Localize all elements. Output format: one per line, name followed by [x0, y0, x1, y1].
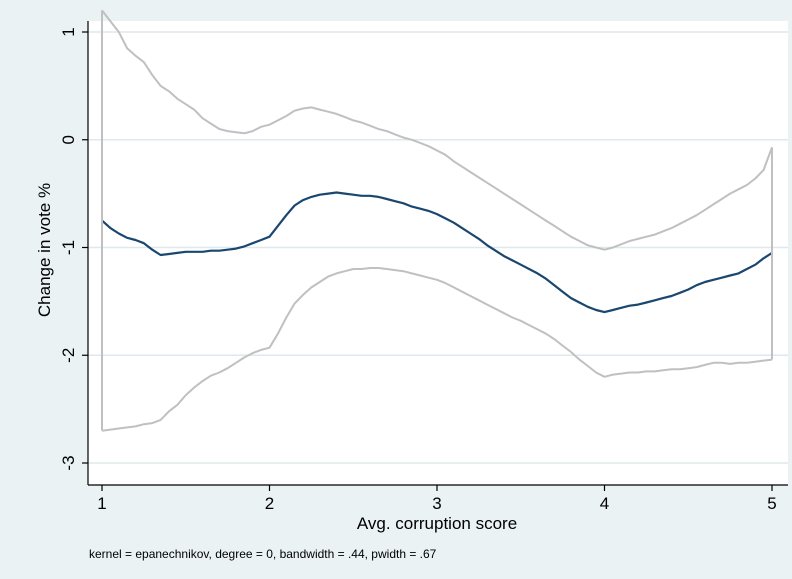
y-tick-label: 0 [59, 135, 78, 144]
y-axis-label: Change in vote % [35, 183, 54, 317]
ticks-layer: 1 2 3 4 5 1 0 -1 -2 -3 [59, 27, 777, 513]
y-tick-label: -1 [59, 240, 78, 255]
series-layer [101, 9, 773, 432]
chart-note: kernel = epanechnikov, degree = 0, bandw… [89, 547, 437, 561]
x-tick-label: 3 [432, 494, 441, 513]
x-tick-label: 2 [265, 494, 274, 513]
lower-ci-line [101, 267, 773, 432]
grid-layer [88, 31, 788, 464]
x-axis-label: Avg. corruption score [357, 514, 517, 533]
upper-ci-line [101, 9, 773, 251]
x-tick-label: 4 [600, 494, 609, 513]
y-tick-label: -2 [59, 348, 78, 363]
x-tick-label: 1 [97, 494, 106, 513]
plot-area [88, 21, 788, 485]
fitted-line [101, 191, 773, 314]
y-tick-label: -3 [59, 455, 78, 470]
axes-layer [87, 21, 788, 486]
y-tick-label: 1 [59, 27, 78, 36]
x-tick-label: 5 [767, 494, 776, 513]
